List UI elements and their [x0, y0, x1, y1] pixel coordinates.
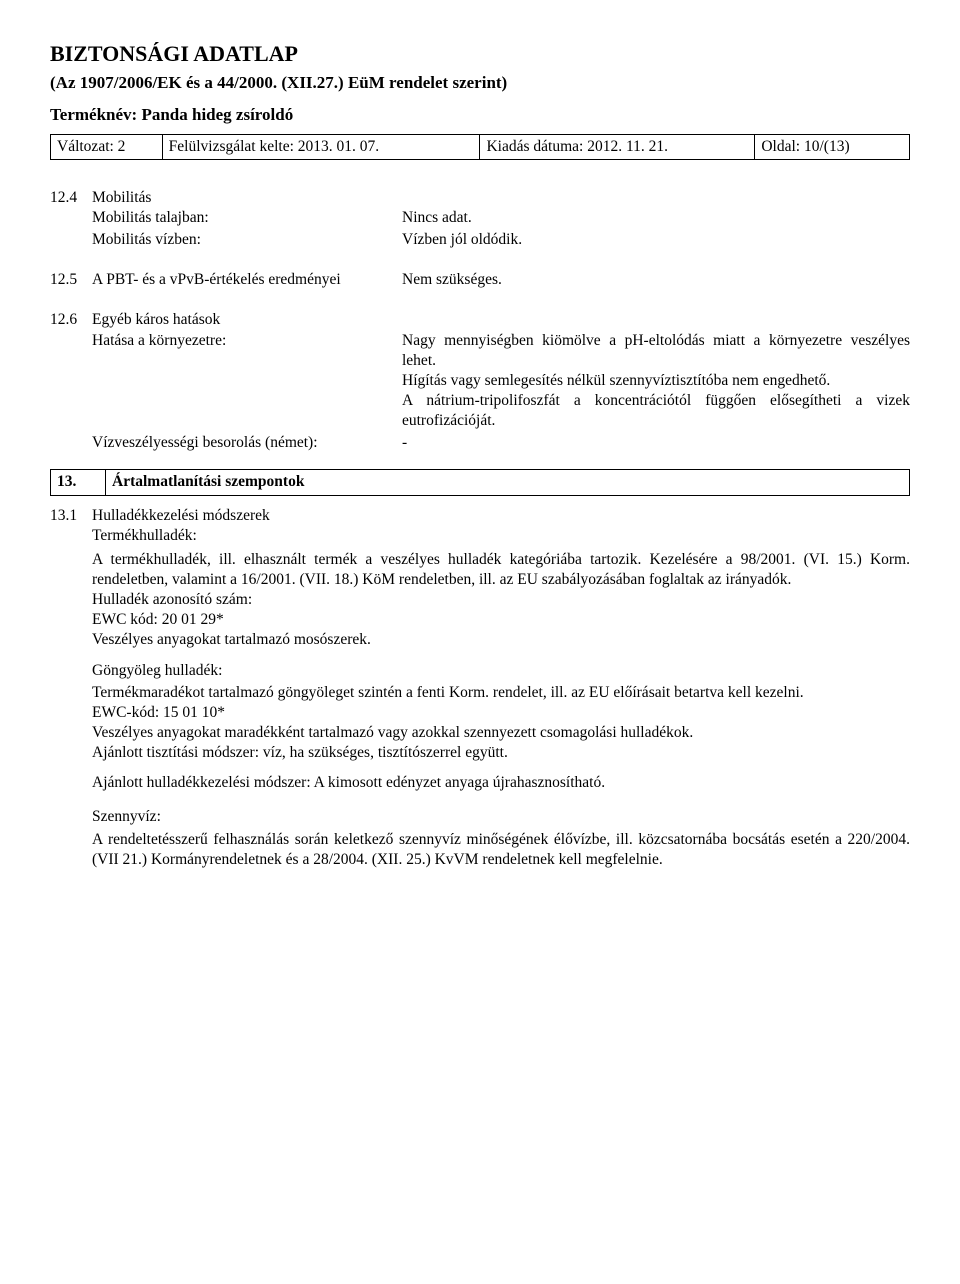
pbt-value: Nem szükséges. [402, 270, 910, 290]
section-number: 13. [51, 470, 106, 494]
section-number: 13.1 [50, 506, 92, 546]
ewc-code-1: EWC kód: 20 01 29* [92, 610, 910, 630]
ewc-desc-2: Veszélyes anyagokat maradékként tartalma… [92, 723, 910, 743]
section-number: 12.4 [50, 188, 92, 252]
doc-title: BIZTONSÁGI ADATLAP [50, 40, 910, 69]
section-13-1: 13.1 Hulladékkezelési módszerek Termékhu… [50, 506, 910, 546]
water-hazard-value: - [402, 433, 910, 453]
packaging-waste-label: Göngyöleg hulladék: [92, 661, 910, 681]
soil-label: Mobilitás talajban: [92, 208, 402, 228]
table-row: Változat: 2 Felülvizsgálat kelte: 2013. … [51, 134, 910, 159]
meta-table: Változat: 2 Felülvizsgálat kelte: 2013. … [50, 134, 910, 160]
product-waste-text: A termékhulladék, ill. elhasznált termék… [92, 550, 910, 590]
env-text-1: Nagy mennyiségben kiömölve a pH-eltolódá… [402, 331, 910, 371]
water-label: Mobilitás vízben: [92, 230, 402, 250]
section-13-header: 13. Ártalmatlanítási szempontok [50, 469, 910, 495]
product-waste-label: Termékhulladék: [92, 526, 910, 546]
soil-value: Nincs adat. [402, 208, 910, 228]
section-12-4: 12.4 Mobilitás Mobilitás talajban: Nincs… [50, 188, 910, 252]
env-text-3: A nátrium-tripolifoszfát a koncentrációt… [402, 391, 910, 431]
section-number: 12.5 [50, 270, 92, 292]
product-name: Terméknév: Panda hideg zsíroldó [50, 104, 910, 126]
section-heading: Hulladékkezelési módszerek [92, 506, 910, 526]
issue-cell: Kiadás dátuma: 2012. 11. 21. [480, 134, 755, 159]
doc-subtitle: (Az 1907/2006/EK és a 44/2000. (XII.27.)… [50, 72, 910, 94]
sewage-label: Szennyvíz: [92, 807, 910, 827]
variant-cell: Változat: 2 [51, 134, 163, 159]
ewc-code-2: EWC-kód: 15 01 10* [92, 703, 910, 723]
section-12-5: 12.5 A PBT- és a vPvB-értékelés eredmény… [50, 270, 910, 292]
pbt-label: A PBT- és a vPvB-értékelés eredményei [92, 270, 402, 290]
revision-cell: Felülvizsgálat kelte: 2013. 01. 07. [162, 134, 480, 159]
packaging-waste-text: Termékmaradékot tartalmazó göngyöleget s… [92, 683, 910, 703]
waste-id-label: Hulladék azonosító szám: [92, 590, 910, 610]
recycle-text: Ajánlott hulladékkezelési módszer: A kim… [92, 773, 910, 793]
section-heading: Mobilitás [92, 188, 910, 208]
cleaning-method: Ajánlott tisztítási módszer: víz, ha szü… [92, 743, 910, 763]
sewage-text: A rendeltetésszerű felhasználás során ke… [92, 830, 910, 870]
env-text-2: Hígítás vagy semlegesítés nélkül szennyv… [402, 371, 910, 391]
water-value: Vízben jól oldódik. [402, 230, 910, 250]
section-number: 12.6 [50, 310, 92, 455]
section-heading: Egyéb káros hatások [92, 310, 910, 330]
env-label: Hatása a környezetre: [92, 331, 402, 432]
water-hazard-label: Vízveszélyességi besorolás (német): [92, 433, 402, 453]
section-12-6: 12.6 Egyéb káros hatások Hatása a környe… [50, 310, 910, 455]
ewc-desc-1: Veszélyes anyagokat tartalmazó mosószere… [92, 630, 910, 650]
section-title: Ártalmatlanítási szempontok [106, 470, 909, 494]
page-cell: Oldal: 10/(13) [755, 134, 910, 159]
